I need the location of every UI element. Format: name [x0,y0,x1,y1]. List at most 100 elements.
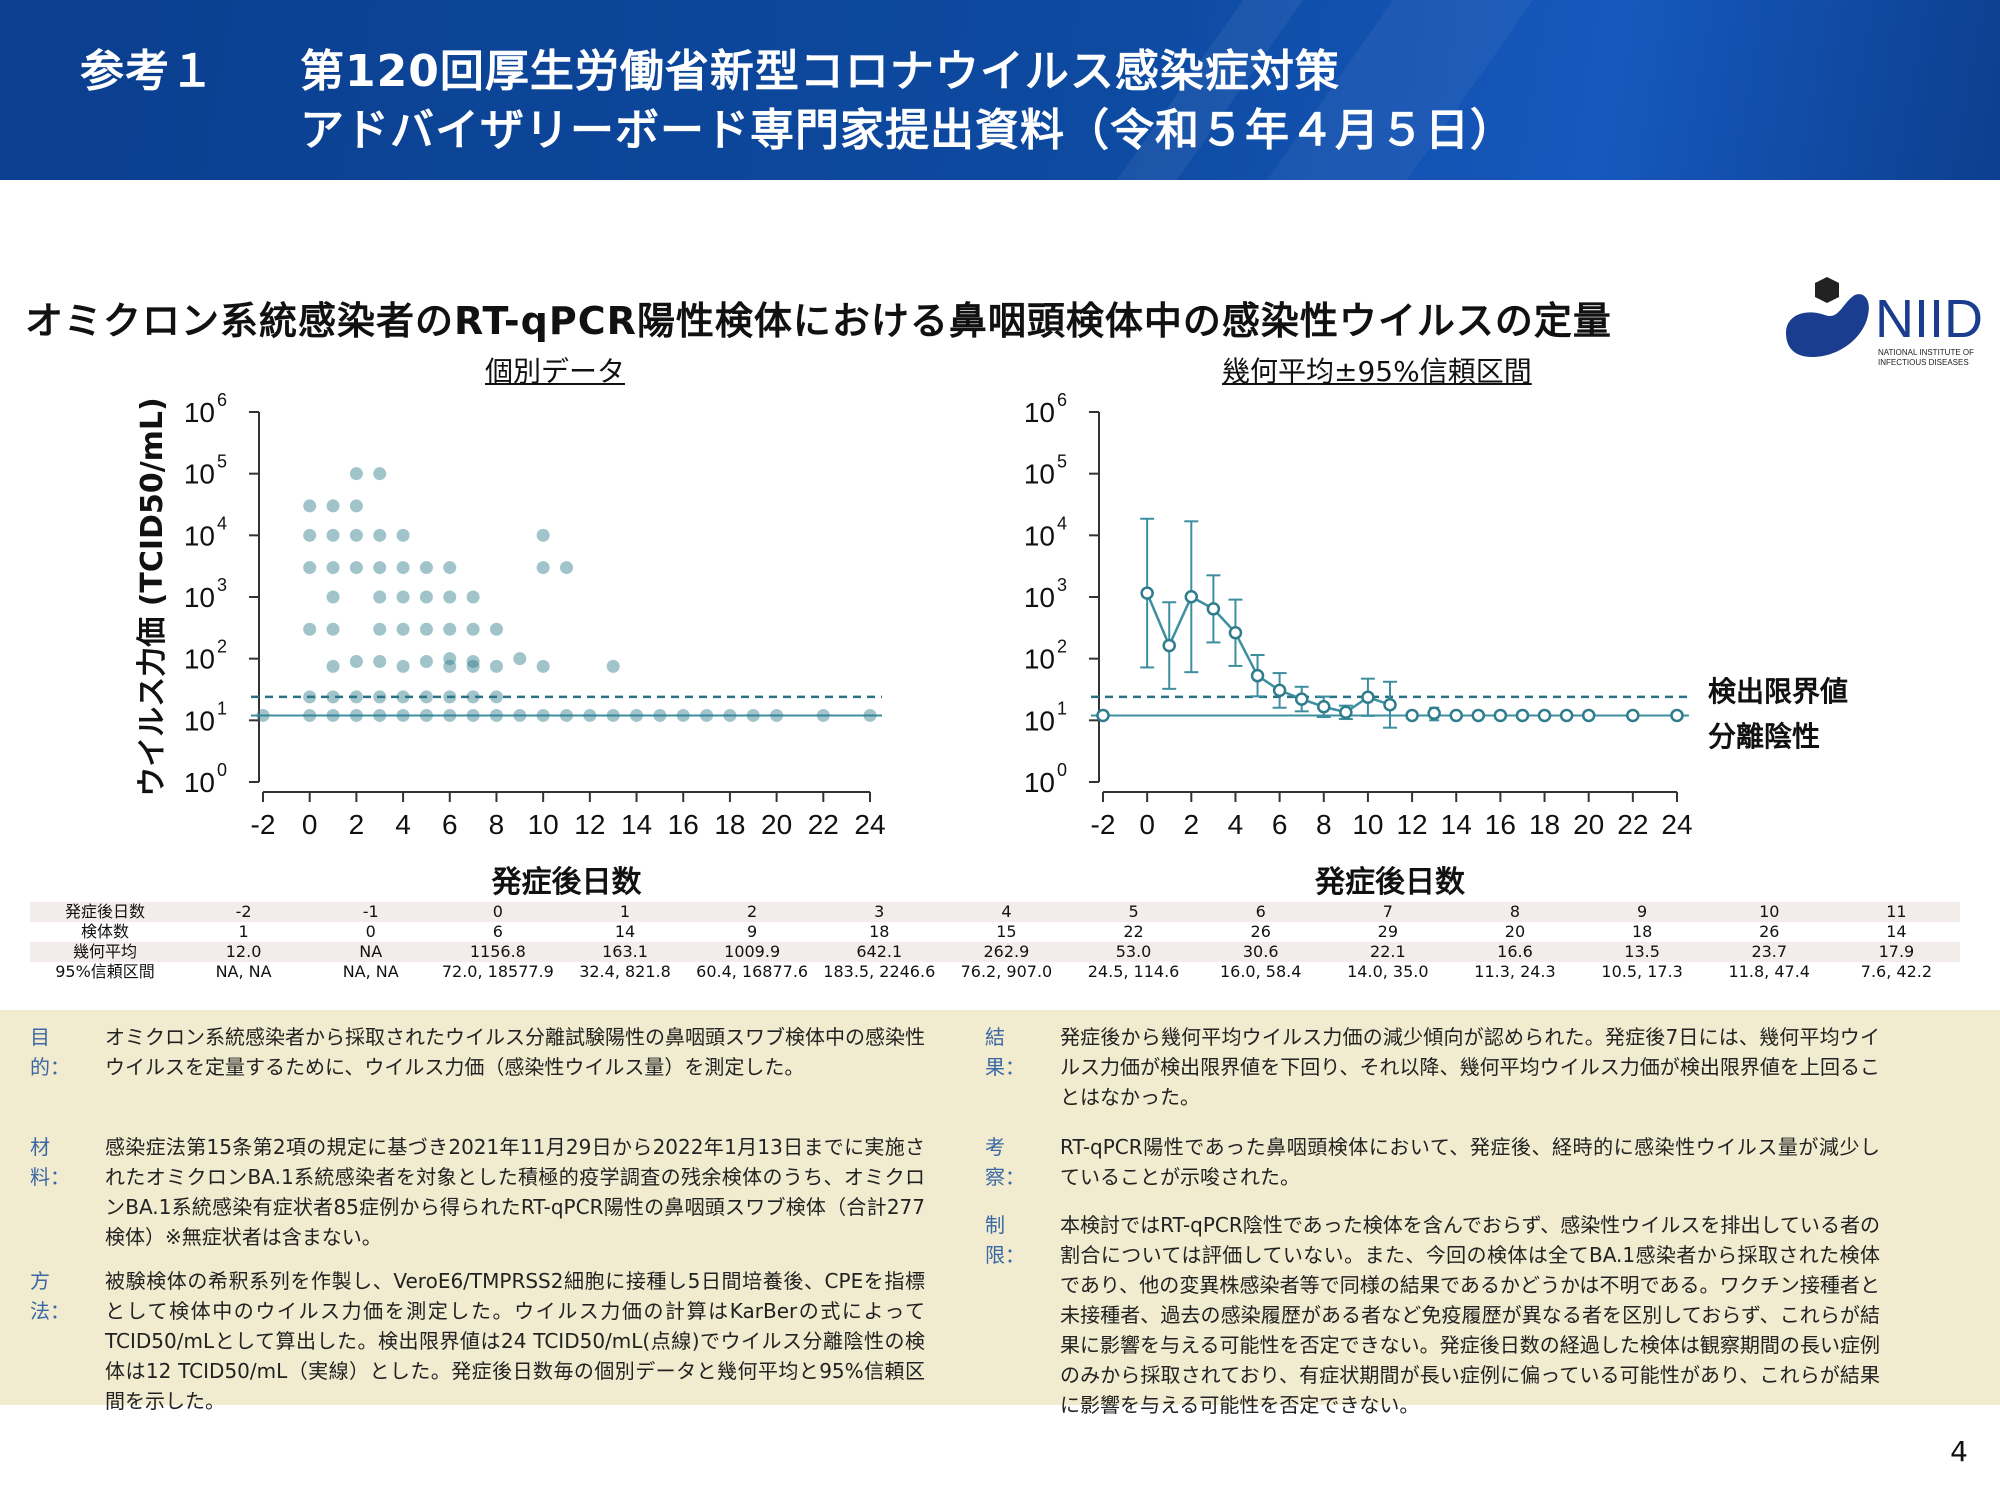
y-tick-label: 10 [1024,397,1055,428]
x-tick-label: 8 [1316,809,1332,840]
x-tick-label: 6 [442,809,458,840]
data-point [746,708,760,722]
geometric-mean-point [1471,708,1486,723]
y-tick-exponent: 2 [1057,637,1067,657]
x-tick-label: -2 [1091,809,1116,840]
geometric-mean-point [1206,602,1221,616]
table-cell: 3 [815,902,943,922]
table-cell: 23.7 [1705,942,1833,962]
x-tick-label: 10 [528,809,559,840]
table-cell: 14 [561,922,689,942]
x-tick-label: 20 [761,809,792,840]
data-point [373,690,387,704]
results-label: 結果： [985,1025,1025,1079]
data-point [349,499,363,513]
table-cell: 1 [561,902,689,922]
materials-text: 感染症法第15条第2項の規定に基づき2021年11月29日から2022年1月13… [105,1135,925,1249]
x-tick-label: 12 [574,809,605,840]
y-tick-label: 10 [1024,644,1055,675]
geometric-mean-point [1339,705,1353,720]
y-tick-exponent: 3 [1057,575,1067,595]
x-tick-label: 16 [668,809,699,840]
data-point [419,590,433,604]
table-cell: 0 [307,922,435,942]
y-tick-label: 10 [184,767,215,798]
results-text: 発症後から幾何平均ウイルス力価の減少傾向が認められた。発症後7日には、幾何平均ウ… [1060,1025,1880,1109]
table-cell: 183.5, 2246.6 [815,962,943,982]
data-point [373,590,387,604]
y-tick-exponent: 4 [1057,513,1067,533]
geometric-mean-line [1146,592,1391,714]
table-cell: 22.1 [1324,942,1452,962]
data-point [396,561,410,575]
table-cell: 20 [1451,922,1579,942]
table-cell: 16.6 [1451,942,1579,962]
header-title-line2: アドバイザリーボード専門家提出資料（令和５年４月５日） [300,105,1515,156]
data-point [536,659,550,673]
y-tick-exponent: 2 [217,637,227,657]
geometric-mean-point [1626,708,1640,723]
data-point [466,654,480,668]
table-cell: 18 [1578,922,1706,942]
table-cell: 6 [1197,902,1325,922]
data-point [466,590,480,604]
table-cell: NA [307,942,435,962]
header-prefix: 参考１ [80,46,215,97]
data-point [560,708,573,722]
data-point [349,467,363,481]
table-cell: 15 [942,922,1070,942]
x-tick-label: 16 [1485,809,1516,840]
table-cell: 10.5, 17.3 [1578,962,1706,982]
table-cell: 29 [1324,922,1452,942]
table-cell: 17.9 [1832,942,1960,962]
data-point [349,690,363,704]
table-cell: 0 [434,902,562,922]
purpose-label: 目的： [30,1025,70,1079]
x-axis-title: 発症後日数 [491,865,643,900]
data-point [349,654,363,668]
data-point [326,528,340,542]
data-point [863,708,877,722]
geometric-mean-point [1162,638,1176,653]
table-cell: NA, NA [307,962,435,982]
limitations-label: 制限： [985,1213,1025,1267]
data-point [349,561,363,575]
data-point [723,708,737,722]
right-chart-title: 幾何平均±95%信頼区間 [1222,355,1532,388]
discussion-label: 考察： [985,1135,1025,1189]
table-cell: 18 [815,922,943,942]
table-cell: 642.1 [815,942,943,962]
data-point [489,708,503,722]
y-tick-exponent: 1 [1057,698,1067,718]
data-point [443,590,457,604]
table-cell: 14.0, 35.0 [1324,962,1452,982]
geometric-mean-point [1670,708,1684,723]
data-point [536,528,550,542]
table-cell: 9 [688,922,816,942]
data-point [466,622,480,636]
table-cell: -2 [180,902,308,922]
table-cell: 53.0 [1069,942,1198,962]
data-point [489,622,503,636]
y-tick-label: 10 [1024,459,1055,490]
data-point [419,708,433,722]
logo-hexagon-shape [1815,277,1839,303]
table-cell: 8 [1451,902,1579,922]
y-tick-exponent: 5 [1057,452,1067,472]
methods-label: 方法： [30,1269,70,1323]
table-cell: 30.6 [1197,942,1325,962]
table-cell: NA, NA [180,962,308,982]
data-point [349,528,363,542]
table-cell: 163.1 [561,942,689,962]
y-tick-label: 10 [1024,767,1055,798]
logo-text: NIID [1875,289,1983,349]
table-cell: 60.4, 16877.6 [688,962,816,982]
geometric-mean-point [1272,683,1287,698]
data-point [326,708,340,722]
table-cell: 11.3, 24.3 [1451,962,1579,982]
table-row-header: 発症後日数 [30,902,180,922]
geometric-mean-point [1140,586,1154,600]
data-point [560,561,573,575]
limitations-text: 本検討ではRT-qPCR陰性であった検体を含んでおらず、感染性ウイルスを排出して… [1060,1213,1880,1417]
table-cell: 262.9 [942,942,1070,962]
